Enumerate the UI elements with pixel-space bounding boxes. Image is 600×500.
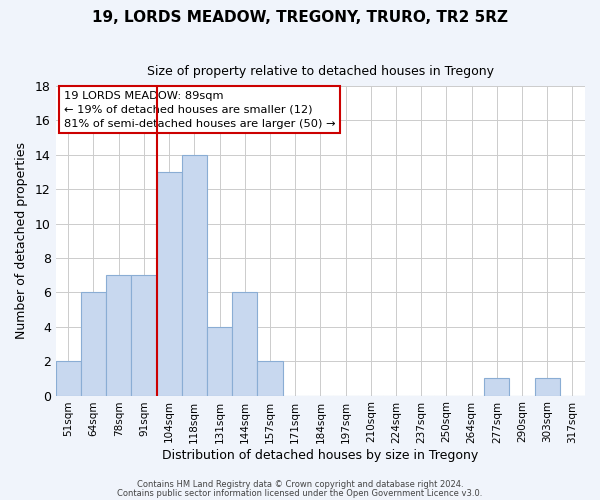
Bar [131, 275, 157, 396]
Text: Contains HM Land Registry data © Crown copyright and database right 2024.: Contains HM Land Registry data © Crown c… [137, 480, 463, 489]
Bar [182, 155, 207, 396]
Bar [207, 327, 232, 396]
X-axis label: Distribution of detached houses by size in Tregony: Distribution of detached houses by size … [162, 450, 478, 462]
Text: Contains public sector information licensed under the Open Government Licence v3: Contains public sector information licen… [118, 488, 482, 498]
Y-axis label: Number of detached properties: Number of detached properties [15, 142, 28, 340]
Text: 19 LORDS MEADOW: 89sqm
← 19% of detached houses are smaller (12)
81% of semi-det: 19 LORDS MEADOW: 89sqm ← 19% of detached… [64, 91, 335, 129]
Bar [232, 292, 257, 396]
Bar [157, 172, 182, 396]
Bar [56, 361, 81, 396]
Bar [484, 378, 509, 396]
Title: Size of property relative to detached houses in Tregony: Size of property relative to detached ho… [147, 65, 494, 78]
Bar [257, 361, 283, 396]
Text: 19, LORDS MEADOW, TREGONY, TRURO, TR2 5RZ: 19, LORDS MEADOW, TREGONY, TRURO, TR2 5R… [92, 10, 508, 25]
Bar [106, 275, 131, 396]
Bar [81, 292, 106, 396]
Bar [535, 378, 560, 396]
